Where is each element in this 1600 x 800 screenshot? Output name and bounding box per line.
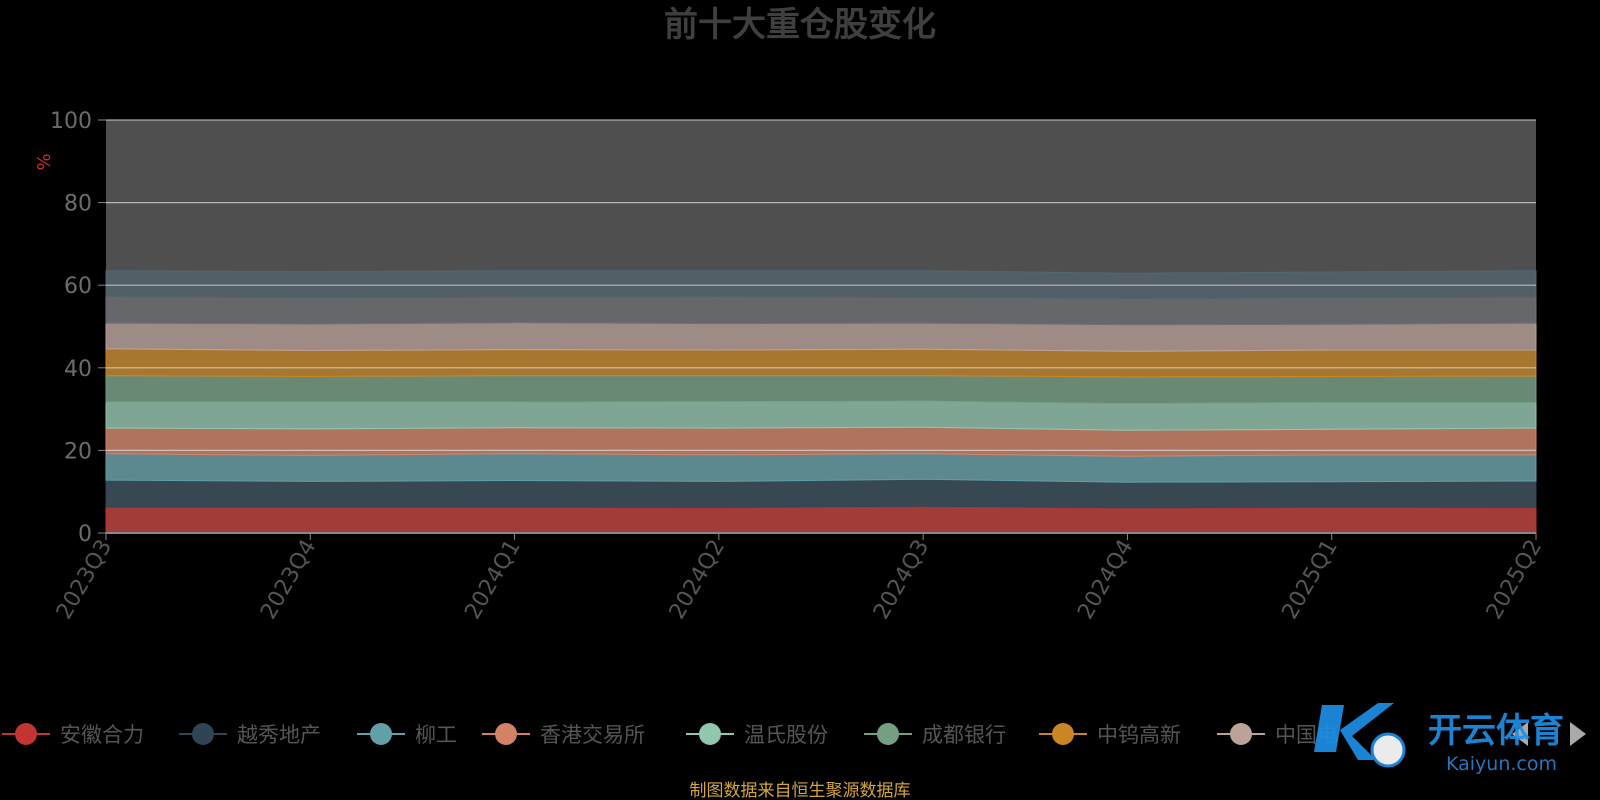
x-tick-label-3: 2024Q2 [665,536,730,624]
watermark-main: 开云体育 [1428,711,1564,751]
area-series-6[interactable] [105,348,1537,378]
y-tick-label-3: 60 [64,274,92,299]
x-tick-label-2: 2024Q1 [460,536,525,624]
area-series-3[interactable] [105,426,1537,457]
y-tick-label-5: 100 [50,109,92,134]
x-tick-label-5: 2024Q4 [1073,536,1138,624]
y-tick-label-1: 20 [64,439,92,464]
area-series-8[interactable] [105,296,1537,326]
legend-prev-arrow-icon[interactable] [1512,722,1528,746]
legend-marker-1 [192,723,214,745]
legend-item-5[interactable]: 成都银行 [864,723,1006,747]
legend-marker-3 [495,723,517,745]
area-series-4[interactable] [105,400,1537,431]
legend-marker-2 [370,723,392,745]
legend-item-0[interactable]: 安徽合力 [2,723,144,747]
legend-marker-4 [699,723,721,745]
watermark: 开云体育 Kaiyun.com [1314,703,1564,775]
y-axis-ticks: 0 20 40 60 80 100 [50,109,106,547]
legend-label-3: 香港交易所 [540,723,645,747]
legend-label-5: 成都银行 [922,723,1006,747]
legend-label-6: 中钨高新 [1097,723,1181,747]
watermark-sub: Kaiyun.com [1446,753,1557,775]
legend-label-1: 越秀地产 [237,723,321,747]
x-tick-label-7: 2025Q2 [1482,536,1547,624]
legend-marker-7 [1230,723,1252,745]
legend-marker-5 [877,723,899,745]
legend-item-1[interactable]: 越秀地产 [179,723,321,747]
area-series-2[interactable] [105,453,1537,483]
legend-label-0: 安徽合力 [60,723,144,747]
legend-label-2: 柳工 [415,723,457,747]
legend-marker-6 [1052,723,1074,745]
grid-lines [106,119,1536,451]
legend-item-6[interactable]: 中钨高新 [1039,723,1181,747]
y-tick-label-4: 80 [64,192,92,217]
x-axis-ticks: 2023Q3 2023Q4 2024Q1 2024Q2 2024Q3 2024Q4 2025… [52,533,1547,624]
x-tick-label-4: 2024Q3 [869,536,934,624]
legend-item-3[interactable]: 香港交易所 [482,723,645,747]
x-tick-label-6: 2025Q1 [1278,536,1343,624]
footer-source: 制图数据来自恒生聚源数据库 [690,781,911,800]
area-series-5[interactable] [105,375,1537,405]
watermark-ball-icon [1370,732,1406,768]
area-series-0[interactable] [105,505,1537,534]
area-series-1[interactable] [105,478,1537,509]
watermark-logo-icon [1314,705,1344,752]
y-tick-label-0: 0 [78,522,92,547]
legend-item-2[interactable]: 柳工 [357,723,457,747]
y-tick-label-2: 40 [64,357,92,382]
x-tick-label-0: 2023Q3 [52,536,117,624]
legend-item-4[interactable]: 温氏股份 [686,723,828,747]
legend-marker-0 [15,723,37,745]
legend-page-arrows[interactable] [1512,722,1586,746]
area-series-7[interactable] [105,322,1537,352]
legend: 安徽合力 越秀地产 柳工 香港交易所 温氏股份 成都银行 中钨高新 中国电 [2,723,1338,747]
chart-title: 前十大重仓股变化 [664,5,936,45]
legend-label-4: 温氏股份 [744,723,828,747]
legend-next-arrow-icon[interactable] [1570,722,1586,746]
x-tick-label-1: 2023Q4 [256,536,321,624]
series-areas [105,270,1537,534]
y-axis-unit: % [34,153,55,170]
